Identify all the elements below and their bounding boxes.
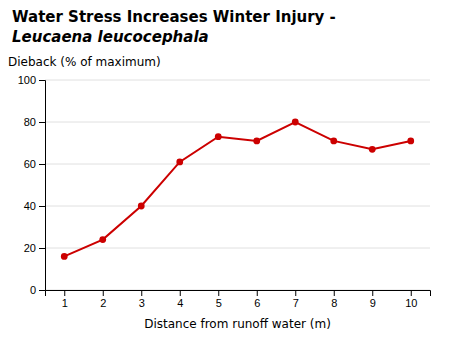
x-axis: 1 2 3 4 5 6 7 8 9 10 — [46, 290, 431, 309]
tick-label: 8 — [331, 297, 337, 309]
tick-mark — [295, 290, 296, 296]
line — [64, 122, 411, 256]
axis-line — [46, 291, 431, 297]
axis-line — [39, 81, 46, 291]
tick: 2 — [100, 290, 106, 309]
tick: 40 — [24, 200, 45, 212]
point — [99, 236, 106, 243]
point — [330, 138, 337, 145]
grid-line — [45, 164, 430, 165]
point — [253, 138, 260, 145]
grid-line — [45, 80, 430, 81]
tick: 6 — [254, 290, 260, 309]
tick: 8 — [331, 290, 337, 309]
subtitle: Leucaena leucocephala — [12, 28, 209, 46]
grid-line — [45, 122, 430, 123]
point — [215, 133, 222, 140]
tick-label: 0 — [30, 284, 36, 296]
tick: 4 — [177, 290, 183, 309]
tick-label: 20 — [24, 242, 36, 254]
tick: 1 — [62, 290, 68, 309]
tick: 20 — [24, 242, 45, 254]
tick-label: 60 — [24, 158, 36, 170]
grid-line — [45, 206, 430, 207]
tick-mark — [257, 290, 258, 296]
point — [292, 119, 299, 126]
tick-mark — [411, 290, 412, 296]
tick: 10 — [405, 290, 417, 309]
tick: 80 — [24, 116, 45, 128]
marks — [61, 119, 414, 260]
chart: Water Stress Increases Winter Injury - Le… — [0, 0, 450, 338]
tick-label: 1 — [62, 297, 68, 309]
tick-label: 100 — [18, 74, 36, 86]
grid — [45, 80, 430, 290]
y-axis: 0 20 40 60 80 100 — [18, 74, 46, 296]
tick-label: 5 — [216, 297, 222, 309]
tick-mark — [334, 290, 335, 296]
tick-mark — [141, 290, 142, 296]
point — [61, 253, 68, 260]
point — [176, 159, 183, 166]
tick-mark — [180, 290, 181, 296]
tick: 100 — [18, 74, 45, 86]
tick: 3 — [139, 290, 145, 309]
tick-mark — [39, 80, 45, 81]
x-axis-title: Distance from runoff water (m) — [144, 317, 331, 331]
plot: 12345678910020406080100 — [18, 74, 431, 309]
tick-mark — [39, 206, 45, 207]
tick-label: 80 — [24, 116, 36, 128]
grid-line — [45, 248, 430, 249]
tick: 9 — [370, 290, 376, 309]
tick: 5 — [216, 290, 222, 309]
tick-label: 9 — [370, 297, 376, 309]
tick: 7 — [293, 290, 299, 309]
tick-label: 7 — [293, 297, 299, 309]
tick-mark — [103, 290, 104, 296]
tick-label: 2 — [100, 297, 106, 309]
tick-mark — [372, 290, 373, 296]
point — [407, 138, 414, 145]
tick-label: 10 — [405, 297, 417, 309]
tick-label: 3 — [139, 297, 145, 309]
tick-label: 40 — [24, 200, 36, 212]
tick-mark — [218, 290, 219, 296]
point — [138, 203, 145, 210]
tick: 60 — [24, 158, 45, 170]
tick: 0 — [30, 284, 45, 296]
title: Water Stress Increases Winter Injury - — [12, 8, 336, 26]
tick-mark — [39, 122, 45, 123]
tick-mark — [39, 290, 45, 291]
tick-mark — [64, 290, 65, 296]
point — [369, 146, 376, 153]
tick-mark — [39, 248, 45, 249]
tick-mark — [39, 164, 45, 165]
tick-label: 4 — [177, 297, 183, 309]
tick-label: 6 — [254, 297, 260, 309]
y-axis-title: Dieback (% of maximum) — [8, 55, 161, 69]
